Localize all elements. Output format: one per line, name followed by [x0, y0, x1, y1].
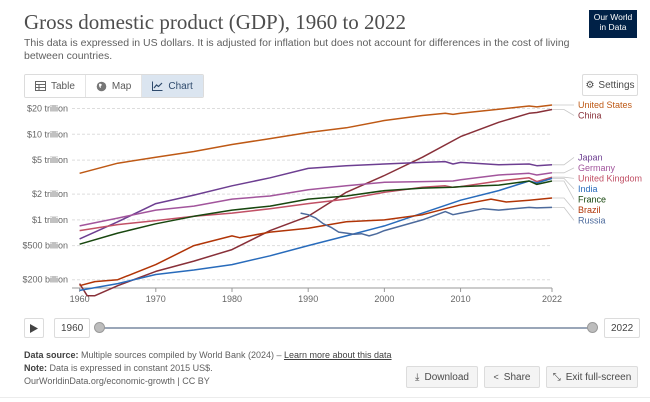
globe-icon: [96, 81, 107, 91]
share-button[interactable]: < Share: [484, 366, 540, 388]
view-tabs: Table Map Chart: [24, 74, 204, 98]
label-connector: [552, 206, 575, 221]
legend-label-japan: Japan: [578, 152, 603, 162]
label-connector: [552, 157, 575, 166]
settings-button[interactable]: ⚙ Settings: [582, 74, 638, 96]
y-tick-label: $5 trillion: [32, 155, 68, 165]
line-chart-icon: [152, 81, 163, 91]
gear-icon: ⚙: [585, 79, 595, 91]
tab-chart[interactable]: Chart: [142, 75, 203, 97]
download-icon: ⤓: [415, 371, 420, 383]
series-line-brazil: [79, 197, 553, 287]
y-tick-label: $200 billion: [22, 275, 68, 285]
share-label: Share: [503, 371, 531, 383]
y-tick-label: $2 trillion: [32, 189, 68, 199]
x-tick-label: 1980: [222, 294, 242, 304]
label-connector: [552, 109, 575, 116]
series-line-japan: [79, 160, 553, 240]
label-connector: [552, 167, 575, 174]
logo-line-1: Our World: [593, 12, 633, 22]
timeline-track[interactable]: [101, 327, 593, 329]
data-source: Data source: Multiple sources compiled b…: [24, 350, 392, 360]
exit-fullscreen-label: Exit full-screen: [565, 371, 632, 383]
legend-label-brazil: Brazil: [578, 205, 601, 215]
x-tick-label: 2010: [451, 294, 471, 304]
gdp-line-chart: $200 billion $500 billion $1 trillion $2 tr…: [22, 100, 642, 304]
tab-map[interactable]: Map: [85, 75, 143, 97]
settings-label: Settings: [598, 79, 635, 91]
legend-label-germany: Germany: [578, 163, 616, 173]
play-icon: [30, 323, 38, 333]
page-title: Gross domestic product (GDP), 1960 to 20…: [24, 10, 407, 34]
bottom-divider: [0, 397, 650, 398]
x-tick-label: 1960: [70, 294, 90, 304]
label-connector: [552, 180, 575, 200]
timeline-start-year[interactable]: 1960: [54, 318, 91, 338]
legend-label-china: China: [578, 111, 602, 121]
timeline-start-handle[interactable]: [94, 322, 105, 333]
owid-logo[interactable]: Our World in Data: [589, 10, 637, 38]
download-label: Download: [424, 371, 469, 383]
y-tick-label: $20 trillion: [27, 104, 68, 114]
logo-line-2: in Data: [599, 21, 627, 32]
exit-fullscreen-icon: ⤡: [552, 371, 561, 383]
series-line-india: [79, 177, 553, 292]
legend-label-russia: Russia: [578, 215, 606, 225]
learn-more-link[interactable]: Learn more about this data: [283, 350, 392, 360]
table-icon: [35, 81, 46, 91]
label-connector: [552, 177, 575, 190]
series-line-united-states: [79, 104, 553, 175]
y-tick-label: $1 trillion: [32, 215, 68, 225]
x-tick-label: 1970: [146, 294, 166, 304]
exit-fullscreen-button[interactable]: ⤡ Exit full-screen: [546, 366, 638, 388]
tab-table-label: Table: [51, 80, 75, 92]
y-tick-label: $10 trillion: [27, 129, 68, 139]
data-note: Note: Data is expressed in constant 2015…: [24, 363, 213, 373]
series-line-china: [78, 108, 553, 297]
series-line-germany: [79, 172, 553, 227]
series-line-united-kingdom: [79, 176, 553, 232]
legend-label-india: India: [578, 184, 598, 194]
play-button[interactable]: [24, 318, 44, 338]
note-text: Data is expressed in constant 2015 US$.: [49, 363, 213, 373]
series-line-russia: [300, 206, 553, 237]
source-text: Multiple sources compiled by World Bank …: [81, 350, 284, 360]
tab-map-label: Map: [111, 80, 132, 92]
x-tick-label: 2022: [542, 294, 562, 304]
y-tick-label: $500 billion: [22, 241, 68, 251]
label-connector: [552, 176, 575, 179]
page-subtitle: This data is expressed in US dollars. It…: [24, 37, 570, 62]
legend-label-france: France: [578, 194, 606, 204]
note-label: Note:: [24, 363, 47, 373]
timeline-end-year[interactable]: 2022: [604, 318, 641, 338]
download-button[interactable]: ⤓ Download: [406, 366, 478, 388]
share-icon: <: [493, 372, 499, 382]
series-line-france: [79, 180, 553, 245]
x-tick-label: 2000: [374, 294, 394, 304]
source-label: Data source:: [24, 350, 79, 360]
tab-chart-label: Chart: [168, 80, 193, 92]
x-tick-label: 1990: [298, 294, 318, 304]
footer-url[interactable]: OurWorldinData.org/economic-growth | CC …: [24, 376, 210, 386]
legend-label-united-kingdom: United Kingdom: [578, 173, 642, 183]
timeline-end-handle[interactable]: [587, 322, 598, 333]
label-connector: [552, 197, 575, 211]
tab-table[interactable]: Table: [25, 75, 86, 97]
legend-label-united-states: United States: [578, 100, 633, 110]
